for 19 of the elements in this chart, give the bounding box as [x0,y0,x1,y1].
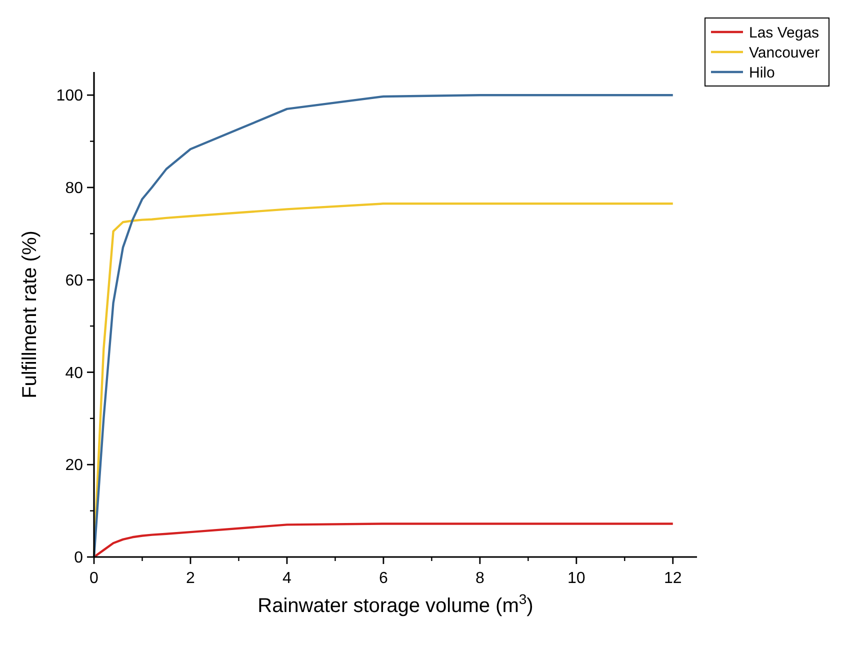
x-tick-label: 4 [282,570,292,587]
x-tick-label: 2 [186,570,196,587]
x-tick-label: 6 [378,570,388,587]
legend-label: Vancouver [749,44,820,62]
y-tick-label: 60 [65,272,84,290]
x-tick-label: 0 [90,570,99,587]
x-tick-label: 10 [568,570,586,587]
y-tick-label: 20 [65,457,84,474]
legend-label: Las Vegas [749,24,820,42]
y-tick-label: 0 [74,550,84,567]
y-tick-label: 40 [65,364,84,382]
line-series [92,522,674,558]
y-tick-label: 80 [65,180,84,198]
y-tick-label: 100 [56,88,84,105]
y-axis-title: Fulfillment rate (%) [19,230,41,398]
x-axis-title: Rainwater storage volume (m$^{3}$) [258,591,534,617]
x-tick-label: 8 [475,570,484,587]
legend-label: Hilo [749,64,775,82]
x-tick-label: 12 [664,570,682,587]
